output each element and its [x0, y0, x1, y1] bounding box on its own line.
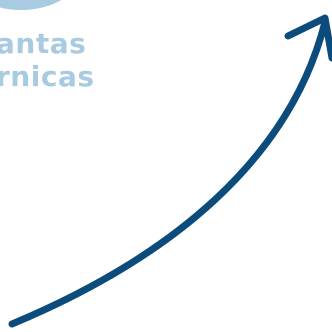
caption-line-2: rnicas — [0, 60, 95, 93]
caption-text: antas rnicas — [0, 27, 95, 93]
circle-fragment — [0, 0, 82, 10]
caption-line-1: antas — [0, 27, 87, 60]
